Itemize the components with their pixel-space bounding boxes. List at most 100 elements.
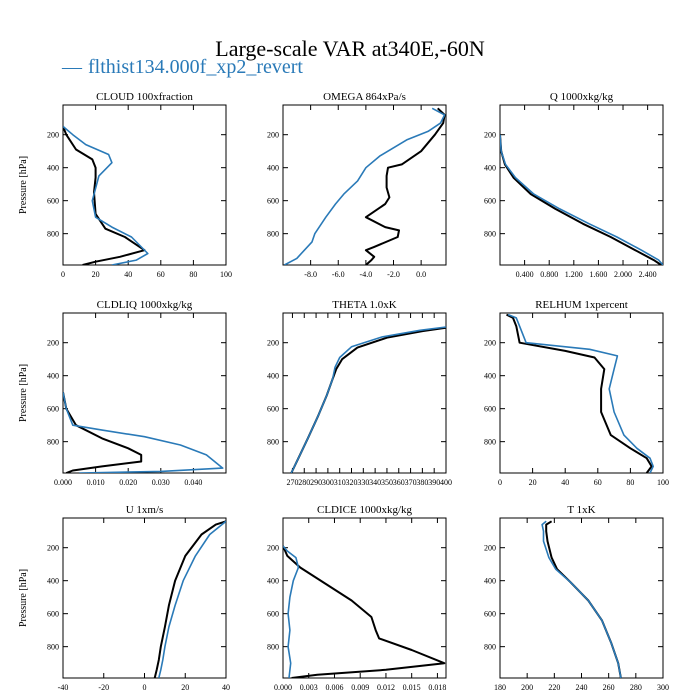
series-line-black bbox=[63, 392, 143, 473]
y-tick-label: 600 bbox=[267, 405, 279, 414]
x-tick-label: 0.000 bbox=[274, 683, 292, 692]
x-tick-label: 100 bbox=[657, 478, 669, 487]
y-tick-label: 400 bbox=[47, 577, 59, 586]
panel-title: T 1xK bbox=[567, 504, 595, 516]
x-tick-label: -6.0 bbox=[332, 270, 345, 279]
x-tick-label: 220 bbox=[548, 683, 560, 692]
y-tick-label: 800 bbox=[484, 230, 496, 239]
legend-label: flthist134.000f_xp2_revert bbox=[88, 56, 303, 78]
x-tick-label: 340 bbox=[369, 478, 381, 487]
x-tick-label: -2.0 bbox=[387, 270, 400, 279]
plot-frame bbox=[282, 312, 447, 474]
y-tick-label: 600 bbox=[267, 610, 279, 619]
x-tick-label: 20 bbox=[92, 270, 100, 279]
series-line-blue bbox=[500, 134, 663, 265]
y-tick-label: 800 bbox=[484, 438, 496, 447]
legend: — flthist134.000f_xp2_revert bbox=[62, 56, 303, 79]
x-tick-label: 60 bbox=[594, 478, 602, 487]
y-tick-label: 200 bbox=[484, 544, 496, 553]
y-tick-label: 600 bbox=[47, 197, 59, 206]
x-tick-label: 0.0 bbox=[416, 270, 426, 279]
x-tick-label: 0.400 bbox=[516, 270, 534, 279]
x-tick-label: 280 bbox=[298, 478, 310, 487]
x-tick-label: 0.009 bbox=[351, 683, 369, 692]
x-tick-label: 0.003 bbox=[300, 683, 318, 692]
x-tick-label: 390 bbox=[428, 478, 440, 487]
x-tick-label: -40 bbox=[58, 683, 69, 692]
series-line-black bbox=[364, 107, 446, 265]
x-tick-label: 0 bbox=[498, 478, 502, 487]
panel-title: CLDLIQ 1000xkg/kg bbox=[97, 299, 193, 311]
x-tick-label: 0.006 bbox=[325, 683, 343, 692]
chart-panel-7: CLDICE 1000xkg/kg 200 400 600 800 0.000 0.003 0… bbox=[267, 504, 447, 692]
y-tick-label: 800 bbox=[267, 230, 279, 239]
x-tick-label: 0.020 bbox=[119, 478, 137, 487]
y-tick-label: 200 bbox=[484, 131, 496, 140]
x-tick-label: 0.012 bbox=[377, 683, 395, 692]
plot-frame bbox=[499, 104, 664, 266]
panel-title: OMEGA 864xPa/s bbox=[323, 91, 406, 103]
y-tick-label: 200 bbox=[47, 544, 59, 553]
x-tick-label: 280 bbox=[630, 683, 642, 692]
x-tick-label: 40 bbox=[561, 478, 569, 487]
y-tick-label: 400 bbox=[484, 577, 496, 586]
y-axis-label: Pressure [hPa] bbox=[18, 364, 29, 422]
y-tick-label: 400 bbox=[267, 577, 279, 586]
y-tick-label: 600 bbox=[47, 405, 59, 414]
y-tick-label: 600 bbox=[484, 610, 496, 619]
series-line-blue bbox=[290, 326, 446, 473]
page-title: Large-scale VAR at340E,-60N bbox=[215, 36, 485, 61]
y-tick-label: 200 bbox=[484, 339, 496, 348]
y-tick-label: 800 bbox=[47, 438, 59, 447]
y-tick-label: 600 bbox=[47, 610, 59, 619]
plot-frame bbox=[62, 312, 227, 474]
x-tick-label: 60 bbox=[157, 270, 165, 279]
y-tick-label: 200 bbox=[267, 131, 279, 140]
y-tick-label: 400 bbox=[47, 372, 59, 381]
y-tick-label: 200 bbox=[47, 131, 59, 140]
x-tick-label: 380 bbox=[416, 478, 428, 487]
x-tick-label: 0.040 bbox=[184, 478, 202, 487]
x-tick-label: 1.600 bbox=[589, 270, 607, 279]
x-tick-label: 0.015 bbox=[403, 683, 421, 692]
series-line-black bbox=[500, 134, 662, 265]
x-tick-label: 0.010 bbox=[87, 478, 105, 487]
x-tick-label: 80 bbox=[626, 478, 634, 487]
panel-title: CLDICE 1000xkg/kg bbox=[317, 504, 413, 516]
x-tick-label: 40 bbox=[222, 683, 230, 692]
x-tick-label: 200 bbox=[521, 683, 533, 692]
x-tick-label: -20 bbox=[98, 683, 109, 692]
x-tick-label: 20 bbox=[181, 683, 189, 692]
y-tick-label: 400 bbox=[267, 372, 279, 381]
series-line-blue bbox=[158, 520, 226, 678]
x-tick-label: 310 bbox=[334, 478, 346, 487]
y-tick-label: 800 bbox=[267, 438, 279, 447]
x-tick-label: 370 bbox=[405, 478, 417, 487]
series-line-black bbox=[283, 545, 446, 678]
panel-title: THETA 1.0xK bbox=[332, 299, 397, 311]
series-line-black bbox=[290, 326, 446, 473]
y-axis-label: Pressure [hPa] bbox=[18, 569, 29, 627]
legend-dash: — bbox=[62, 56, 82, 78]
chart-panel-2: Q 1000xkg/kg 200 400 600 800 0.400 0.800 1.200 1… bbox=[484, 91, 664, 279]
x-tick-label: 240 bbox=[576, 683, 588, 692]
panel-title: U 1xm/s bbox=[126, 504, 164, 516]
x-tick-label: -8.0 bbox=[304, 270, 317, 279]
chart-panel-6: U 1xm/s Pressure [hPa] 200 400 600 800 -40 -20 0… bbox=[18, 504, 230, 692]
x-tick-label: -4.0 bbox=[360, 270, 373, 279]
plot-frame bbox=[499, 517, 664, 679]
x-tick-label: 270 bbox=[286, 478, 298, 487]
x-tick-label: 260 bbox=[603, 683, 615, 692]
x-tick-label: 180 bbox=[494, 683, 506, 692]
series-line-blue bbox=[507, 313, 655, 473]
x-tick-label: 400 bbox=[440, 478, 452, 487]
x-tick-label: 100 bbox=[220, 270, 232, 279]
x-tick-label: 80 bbox=[189, 270, 197, 279]
y-tick-label: 600 bbox=[267, 197, 279, 206]
series-line-blue bbox=[63, 392, 224, 473]
x-tick-label: 300 bbox=[657, 683, 669, 692]
series-line-blue bbox=[283, 545, 300, 678]
y-tick-label: 200 bbox=[267, 339, 279, 348]
x-tick-label: 300 bbox=[322, 478, 334, 487]
